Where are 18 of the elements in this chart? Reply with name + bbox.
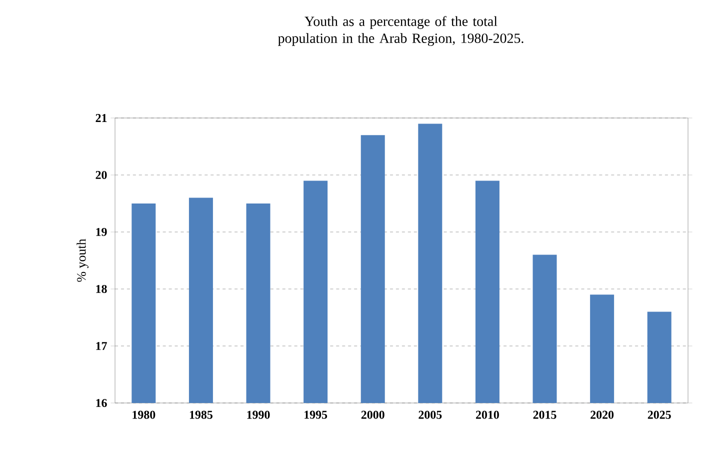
y-tick-label: 16	[96, 398, 107, 407]
x-tick-label: 2005	[418, 410, 442, 419]
x-tick-label: 2000	[361, 410, 384, 419]
x-tick-label: 2025	[648, 410, 671, 419]
y-axis-title: % youth	[76, 238, 88, 282]
x-tick-label: 1995	[304, 410, 328, 419]
x-tick-label: 1985	[190, 410, 212, 419]
x-tick-label: 2010	[476, 410, 499, 419]
y-tick-label: 21	[96, 114, 107, 122]
y-tick-label: 18	[96, 284, 107, 294]
x-tick-label: 1980	[132, 410, 156, 419]
x-tick-label: 2015	[533, 410, 556, 419]
x-tick-label: 2020	[590, 410, 614, 419]
x-tick-label: 1990	[247, 410, 270, 419]
chart-title: Youth as a percentage of the total population in the Arab Region, 1980-2025.	[278, 16, 524, 46]
y-tick-label: 17	[96, 342, 107, 350]
y-tick-label: 20	[96, 170, 107, 180]
y-tick-label: 19	[96, 228, 107, 236]
